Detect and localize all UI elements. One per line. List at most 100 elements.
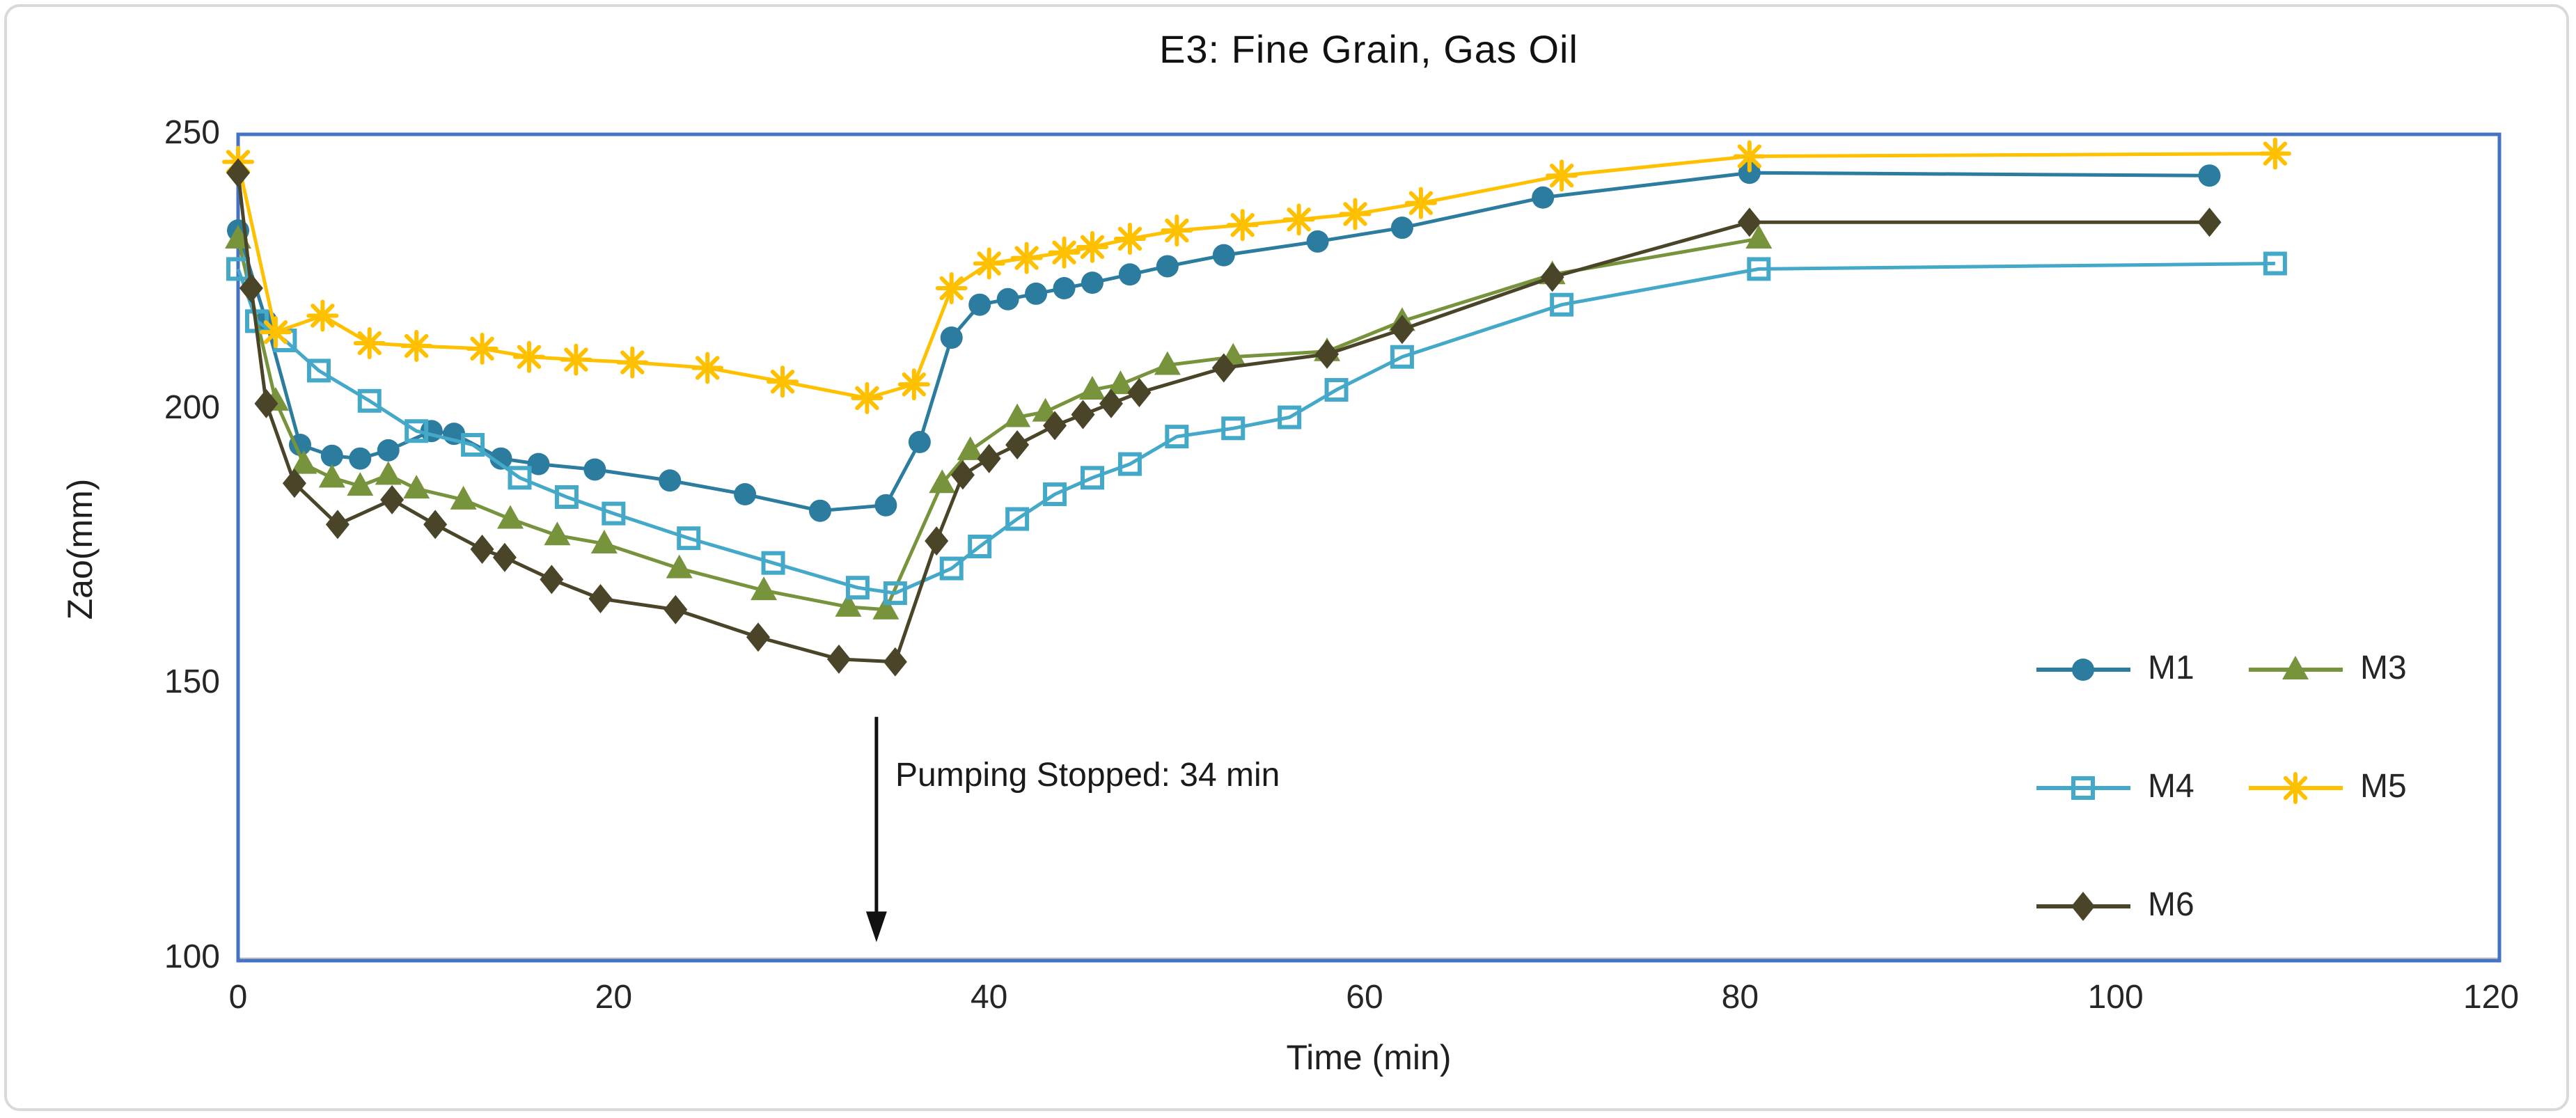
marker-diamond bbox=[1390, 315, 1414, 345]
marker-square-open bbox=[554, 485, 579, 509]
marker-square-open bbox=[1221, 416, 1246, 441]
marker-circle bbox=[2198, 164, 2221, 187]
marker-circle bbox=[1738, 162, 1761, 184]
annotation-label: Pumping Stopped: 34 min bbox=[895, 757, 1280, 794]
marker-star bbox=[1080, 235, 1105, 260]
marker-star bbox=[770, 370, 795, 394]
marker-triangle bbox=[318, 464, 345, 488]
marker-diamond bbox=[1005, 430, 1030, 459]
marker-triangle bbox=[1154, 351, 1181, 375]
marker-circle bbox=[1156, 255, 1179, 278]
marker-square-open bbox=[306, 359, 331, 383]
marker-triangle bbox=[751, 576, 778, 601]
marker-triangle bbox=[544, 521, 571, 546]
annotation-arrow-head bbox=[865, 911, 887, 943]
marker-square-open bbox=[602, 501, 626, 526]
legend-label-M1: M1 bbox=[2148, 649, 2194, 686]
x-tick-label-40: 40 bbox=[970, 979, 1008, 1016]
marker-circle bbox=[320, 444, 343, 467]
marker-circle bbox=[349, 447, 372, 470]
marker-star bbox=[855, 386, 879, 411]
marker-circle bbox=[489, 447, 512, 470]
marker-star bbox=[357, 331, 382, 356]
marker-star bbox=[2283, 775, 2308, 801]
marker-star bbox=[263, 320, 288, 345]
marker-star bbox=[1408, 191, 1434, 215]
marker-circle bbox=[1081, 271, 1104, 294]
figure-border bbox=[4, 4, 2569, 1111]
marker-star bbox=[404, 333, 429, 359]
marker-diamond bbox=[1043, 411, 1067, 441]
marker-square-open bbox=[968, 535, 992, 558]
marker-diamond bbox=[254, 388, 278, 418]
marker-triangle bbox=[450, 485, 477, 510]
marker-diamond bbox=[2071, 892, 2095, 921]
marker-square-open bbox=[1390, 345, 1414, 369]
x-tick-label-120: 120 bbox=[2463, 979, 2520, 1016]
marker-star bbox=[902, 372, 926, 397]
marker-triangle bbox=[497, 505, 524, 529]
marker-square-open bbox=[1324, 378, 1349, 402]
marker-diamond bbox=[540, 565, 564, 595]
x-tick-label-0: 0 bbox=[228, 979, 248, 1016]
marker-star bbox=[1737, 144, 1762, 168]
series-line-M5 bbox=[236, 152, 2275, 400]
marker-triangle bbox=[590, 530, 618, 554]
marker-circle bbox=[968, 293, 991, 316]
marker-diamond bbox=[663, 595, 688, 624]
marker-triangle bbox=[929, 469, 956, 494]
marker-star bbox=[517, 345, 542, 369]
marker-diamond bbox=[380, 485, 405, 514]
marker-triangle bbox=[290, 450, 317, 474]
marker-square-open bbox=[461, 432, 485, 457]
marker-star bbox=[1287, 207, 1311, 232]
marker-circle bbox=[1306, 230, 1329, 253]
marker-diamond bbox=[977, 443, 1001, 473]
marker-diamond bbox=[282, 469, 306, 498]
marker-circle bbox=[874, 494, 897, 517]
marker-star bbox=[1230, 213, 1255, 237]
marker-square-open bbox=[405, 419, 429, 443]
x-tick-label-80: 80 bbox=[1721, 979, 1759, 1016]
marker-circle bbox=[1118, 263, 1141, 286]
marker-diamond bbox=[492, 542, 517, 572]
y-tick-label-250: 250 bbox=[164, 114, 220, 151]
marker-star bbox=[939, 276, 964, 301]
marker-circle bbox=[1053, 277, 1076, 300]
marker-circle bbox=[1532, 186, 1555, 209]
marker-square-open bbox=[1747, 257, 1771, 281]
marker-diamond bbox=[423, 510, 448, 540]
marker-star bbox=[1117, 226, 1142, 251]
series-line-M4 bbox=[236, 261, 2275, 595]
marker-circle bbox=[1390, 216, 1413, 239]
marker-diamond bbox=[883, 647, 907, 677]
marker-square-open bbox=[1550, 292, 1574, 317]
marker-triangle bbox=[2282, 656, 2309, 679]
marker-square-open bbox=[761, 551, 785, 575]
marker-star bbox=[311, 304, 335, 328]
marker-square-open bbox=[1117, 452, 1142, 476]
marker-square-open bbox=[2071, 776, 2095, 800]
marker-diamond bbox=[226, 158, 250, 188]
y-tick-label-150: 150 bbox=[164, 663, 220, 701]
marker-circle bbox=[1212, 244, 1235, 267]
marker-square-open bbox=[2263, 251, 2287, 276]
marker-diamond bbox=[746, 622, 770, 652]
marker-square-open bbox=[677, 526, 701, 551]
legend-label-M4: M4 bbox=[2148, 768, 2194, 805]
marker-triangle bbox=[957, 436, 984, 460]
x-tick-label-100: 100 bbox=[2087, 979, 2144, 1016]
marker-diamond bbox=[1540, 262, 1564, 292]
marker-diamond bbox=[950, 460, 975, 490]
marker-triangle bbox=[375, 461, 402, 485]
marker-square-open bbox=[883, 581, 907, 606]
marker-star bbox=[977, 251, 1001, 276]
marker-triangle bbox=[1004, 403, 1031, 427]
marker-diamond bbox=[1737, 207, 1761, 237]
marker-square-open bbox=[508, 466, 532, 490]
marker-diamond bbox=[239, 274, 263, 304]
marker-circle bbox=[659, 469, 682, 492]
marker-square-open bbox=[1278, 405, 1302, 430]
marker-square-open bbox=[1005, 507, 1030, 531]
